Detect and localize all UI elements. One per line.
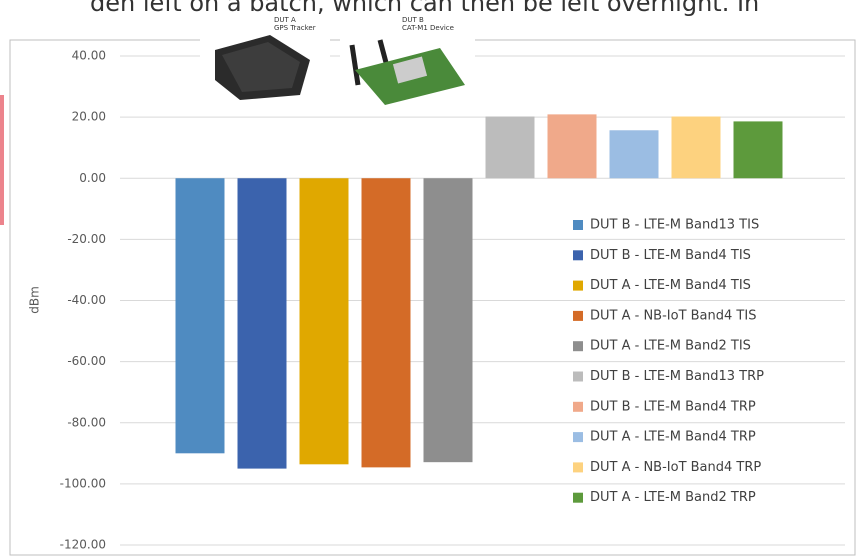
legend-swatch xyxy=(573,462,583,473)
legend-label: DUT A - NB-IoT Band4 TIS xyxy=(590,308,756,323)
legend-label: DUT B - LTE-M Band4 TIS xyxy=(590,248,751,263)
accent xyxy=(0,95,4,225)
legend-label: DUT B - LTE-M Band13 TIS xyxy=(590,218,759,233)
image-label: CAT-M1 Device xyxy=(402,24,454,32)
legend-label: DUT A - LTE-M Band2 TIS xyxy=(590,339,751,354)
legend-label: DUT B - LTE-M Band13 TRP xyxy=(590,369,764,384)
y-tick-label: -120.00 xyxy=(60,538,106,552)
bar xyxy=(361,178,411,468)
image-label: DUT A xyxy=(274,16,296,24)
legend-label: DUT A - NB-IoT Band4 TRP xyxy=(590,460,761,475)
y-tick-label: 0.00 xyxy=(79,171,106,185)
legend-swatch xyxy=(573,310,583,321)
bar xyxy=(733,121,783,179)
bar xyxy=(671,116,721,179)
y-tick-label: -100.00 xyxy=(60,476,106,490)
legend-label: DUT A - LTE-M Band4 TRP xyxy=(590,430,756,445)
legend-label: DUT B - LTE-M Band4 TRP xyxy=(590,399,756,414)
device-image-a: DUT A GPS Tracker xyxy=(200,16,330,102)
legend-swatch xyxy=(573,401,583,412)
header-text: den left on a batch, which can then be l… xyxy=(90,0,759,17)
legend-swatch xyxy=(573,371,583,382)
bar xyxy=(423,178,473,463)
legend-swatch xyxy=(573,432,583,443)
y-tick-label: 20.00 xyxy=(72,110,106,124)
y-axis-label: dBm xyxy=(28,286,42,314)
legend-label: DUT A - LTE-M Band2 TRP xyxy=(590,490,756,505)
legend-swatch xyxy=(573,220,583,230)
bar xyxy=(175,178,225,454)
device-image-b: DUT B CAT-M1 Device xyxy=(340,16,475,107)
y-tick-label: 40.00 xyxy=(72,49,106,63)
image-label: GPS Tracker xyxy=(274,24,316,32)
bar xyxy=(299,178,349,465)
y-tick-label: -60.00 xyxy=(67,354,106,368)
bar xyxy=(237,178,287,469)
y-tick-label: -40.00 xyxy=(67,293,106,307)
bar xyxy=(609,130,659,179)
legend-label: DUT A - LTE-M Band4 TIS xyxy=(590,278,751,293)
legend-swatch xyxy=(573,280,583,291)
bar xyxy=(485,116,535,179)
bar xyxy=(547,114,597,179)
y-tick-label: -80.00 xyxy=(67,415,106,429)
image-label: DUT B xyxy=(402,16,424,24)
y-tick-label: -20.00 xyxy=(67,232,106,246)
legend-swatch xyxy=(573,250,583,261)
legend-swatch xyxy=(573,341,583,352)
legend-swatch xyxy=(573,492,583,503)
